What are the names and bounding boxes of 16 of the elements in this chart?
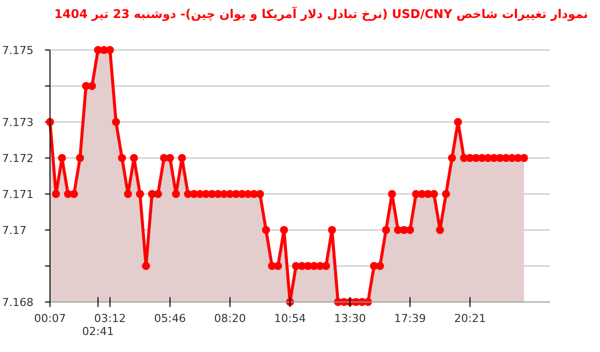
x-tick-label: 08:20 [214, 312, 246, 325]
x-tick-label: 10:54 [274, 312, 306, 325]
x-tick-label: 00:07 [34, 312, 66, 325]
y-tick-label: 7.175 [2, 44, 34, 57]
x-tick-label: 17:39 [394, 312, 426, 325]
y-tick-label: 7.168 [2, 296, 34, 309]
x-tick-label: 20:21 [454, 312, 486, 325]
y-tick-label: 7.172 [2, 152, 34, 165]
chart-title: نمودار تغییرات شاخص USD/CNY (نرخ تبادل دلار آمریکا و یوان چین)- دوشنبه 23 تیر 1404 [54, 6, 588, 21]
y-tick-label: 7.173 [2, 116, 34, 129]
y-tick-label: 7.171 [2, 188, 34, 201]
x-tick-label: 13:30 [334, 312, 366, 325]
y-tick-label: 7.17 [2, 224, 26, 237]
x-tick-label: 02:41 [82, 325, 114, 338]
x-tick-label: 05:46 [154, 312, 186, 325]
x-tick-label: 03:12 [94, 312, 126, 325]
